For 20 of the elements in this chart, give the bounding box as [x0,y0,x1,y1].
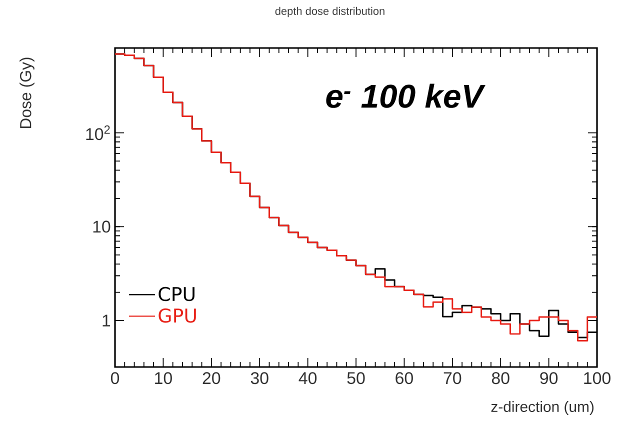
x-tick-label: 80 [492,372,510,384]
y-tick-label: 1 [102,314,110,326]
y-tick-label: 10$^{2}$ [86,125,110,140]
y-axis-title: Dose (Gy) [20,58,34,128]
x-tick-label: 0 [110,372,120,384]
x-tick-label: 30 [250,372,268,384]
x-tick-label: 100 [584,372,610,384]
x-tick-label: 20 [202,372,220,384]
x-tick-label: 60 [396,372,413,384]
x-tick-label: 40 [298,372,317,384]
y-tick-label: 10 [93,220,110,233]
x-tick-label: 90 [540,372,558,384]
x-tick-label: 70 [444,372,462,384]
annotation: e$^{-}$ 100 keV [326,84,486,108]
x-tick-label: 10 [155,372,172,384]
chart-title: depth dose distribution [275,6,384,18]
x-tick-label: 50 [347,372,365,384]
x-axis-title: z-direction (um) [491,401,594,415]
legend-label: CPU [158,286,194,302]
legend-label: GPU [158,308,196,323]
